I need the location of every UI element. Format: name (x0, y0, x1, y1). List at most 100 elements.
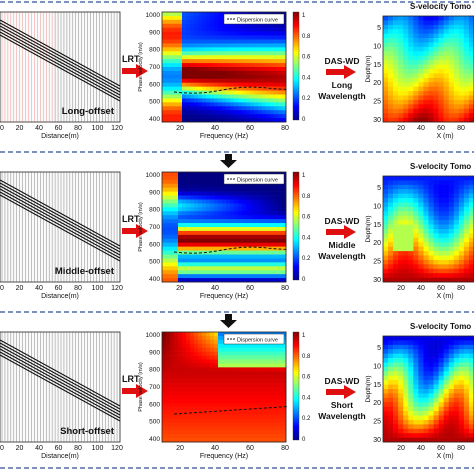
velocity-tick: 700 (149, 224, 160, 231)
velocity-tick: 900 (149, 29, 160, 36)
seis-x-tick: 20 (16, 125, 24, 132)
wavelength-line2: Wavelength (318, 251, 365, 261)
colorbar-tick: 0.2 (302, 256, 311, 262)
velocity-tick: 500 (149, 99, 160, 106)
colorbar-tick: 0.4 (302, 395, 311, 401)
wave-arrival (0, 182, 121, 250)
velocity-axis-label: Phase velocity (m/s) (138, 42, 144, 92)
lrt-label: LRT (122, 54, 140, 64)
seis-x-label: Distance(m) (41, 453, 79, 460)
tomo-x-tick: 40 (417, 125, 425, 132)
seismogram-panel: Short-offset 0 20 40 60 80 100 120 Distance(m) (0, 331, 123, 460)
depth-tick: 5 (377, 185, 381, 192)
colorbar-tick: 0.8 (302, 194, 311, 200)
tomography-title: S-velocity Tomo (410, 2, 471, 11)
frequency-tick: 80 (281, 285, 289, 292)
depth-tick: 10 (373, 203, 381, 210)
velocity-tick: 600 (149, 401, 160, 408)
seis-x-label: Distance(m) (41, 293, 79, 300)
seis-x-label: Distance(m) (41, 133, 79, 140)
velocity-tick: 400 (149, 436, 160, 443)
frequency-tick: 60 (246, 125, 254, 132)
frequency-tick: 80 (281, 125, 289, 132)
depth-tick: 25 (373, 419, 381, 426)
depth-tick: 5 (377, 345, 381, 352)
wave-arrival (0, 348, 121, 416)
depth-tick: 20 (373, 400, 381, 407)
frequency-tick: 40 (211, 125, 219, 132)
velocity-tick: 600 (149, 81, 160, 88)
velocity-tick: 800 (149, 207, 160, 214)
frequency-tick: 40 (211, 445, 219, 452)
offset-label: Short-offset (60, 426, 115, 437)
das-wd-label: DAS-WD (325, 376, 360, 386)
arrow-shaft-icon (122, 228, 136, 234)
tomography-title: S-velocity Tomo (410, 322, 471, 331)
seis-x-tick: 40 (35, 445, 43, 452)
depth-axis-label: Depth(m) (365, 215, 372, 242)
colorbar-tick: 0.8 (302, 354, 311, 360)
seis-x-tick: 40 (35, 285, 43, 292)
seis-x-tick: 60 (55, 125, 63, 132)
seis-x-tick: 0 (0, 445, 4, 452)
dispersion-panel: Dispersion curve 1000 900 800 700 600 500 400 Ph… (138, 171, 289, 300)
seis-x-tick: 120 (111, 445, 123, 452)
tomo-x-tick: 80 (457, 445, 465, 452)
legend-text: Dispersion curve (237, 338, 278, 344)
depth-tick: 10 (373, 43, 381, 50)
wave-arrival (0, 185, 121, 253)
frequency-tick: 20 (176, 445, 184, 452)
velocity-axis-label: Phase velocity (m/s) (138, 202, 144, 252)
velocity-tick: 600 (149, 241, 160, 248)
seis-x-tick: 100 (92, 285, 104, 292)
velocity-tick: 700 (149, 384, 160, 391)
seis-x-tick: 100 (92, 445, 104, 452)
arrow-head-icon (344, 225, 356, 239)
dispersion-curve (173, 406, 289, 415)
legend-text: Dispersion curve (237, 18, 278, 24)
depth-axis-label: Depth(m) (365, 55, 372, 82)
velocity-tick: 400 (149, 276, 160, 283)
wavelength-line1: Short (331, 400, 353, 410)
colorbar-tick: 0.8 (302, 34, 311, 40)
tomo-x-tick: 80 (457, 285, 465, 292)
frequency-tick: 40 (211, 285, 219, 292)
colorbar-tick: 0.6 (302, 375, 311, 381)
depth-tick: 5 (377, 25, 381, 32)
seis-x-tick: 40 (35, 125, 43, 132)
depth-tick: 15 (373, 222, 381, 229)
tomo-x-tick: 60 (437, 125, 445, 132)
arrow-shaft-icon (122, 68, 136, 74)
wavelength-line2: Wavelength (318, 411, 365, 421)
depth-tick: 25 (373, 99, 381, 106)
colorbar: 1 0.8 0.6 0.4 0.2 0 (292, 171, 311, 283)
arrow-shaft-icon (326, 69, 344, 75)
lrt-label: LRT (122, 374, 140, 384)
wave-arrival (0, 351, 121, 419)
arrow-head-icon (136, 384, 148, 398)
depth-tick: 15 (373, 382, 381, 389)
seis-x-tick: 60 (55, 445, 63, 452)
tomo-x-tick: 20 (397, 125, 405, 132)
das-wd-label: DAS-WD (325, 216, 360, 226)
wave-arrival (0, 28, 121, 96)
seismogram-panel: Long-offset 0 20 40 60 80 100 120 Distance(m) (0, 11, 123, 140)
dispersion-panel: Dispersion curve 1000 900 800 700 600 500 400 Ph… (138, 11, 289, 140)
arrow-head-icon (344, 385, 356, 399)
offset-label: Long-offset (62, 106, 115, 117)
tomo-x-tick: 20 (397, 445, 405, 452)
legend-text: Dispersion curve (237, 178, 278, 184)
wave-arrival (0, 354, 121, 422)
frequency-axis-label: Frequency (Hz) (200, 293, 248, 300)
wavelength-line1: Middle (329, 240, 356, 250)
down-arrow-icon (220, 154, 237, 168)
wavelength-line2: Wavelength (318, 91, 365, 101)
frequency-tick: 80 (281, 445, 289, 452)
legend-box (223, 173, 285, 185)
frequency-axis-label: Frequency (Hz) (200, 133, 248, 140)
